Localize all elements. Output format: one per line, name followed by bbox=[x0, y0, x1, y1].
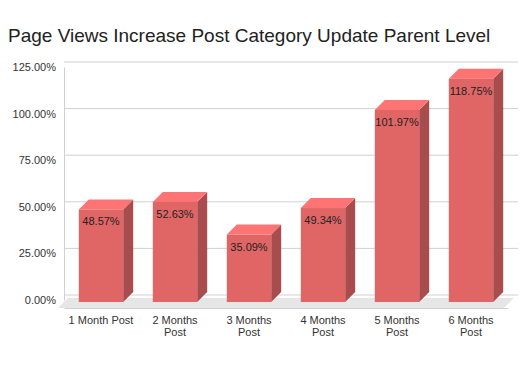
x-tick-label: 4 MonthsPost bbox=[300, 314, 346, 339]
bar bbox=[449, 79, 493, 302]
data-labels: 48.57% 52.63% 35.09% 49.34% 101.97% 118.75% bbox=[82, 85, 492, 253]
data-label: 101.97% bbox=[375, 116, 419, 128]
bar-top bbox=[375, 100, 429, 110]
bar-group bbox=[301, 198, 355, 302]
x-tick: 3 MonthsPost bbox=[226, 308, 272, 338]
y-tick: 0.00% bbox=[25, 294, 64, 306]
x-tick: 1 Month Post bbox=[69, 308, 134, 326]
bar-side bbox=[419, 100, 429, 302]
bar-group bbox=[449, 69, 503, 302]
y-tick-label: 100.00% bbox=[13, 108, 57, 120]
bar-group bbox=[79, 199, 133, 302]
y-tick-label: 125.00% bbox=[13, 61, 57, 73]
floor bbox=[58, 298, 514, 308]
x-tick: 5 MonthsPost bbox=[374, 308, 420, 338]
bar-side bbox=[271, 225, 281, 302]
data-label: 118.75% bbox=[450, 85, 493, 97]
bar-side bbox=[123, 199, 133, 302]
bar-side bbox=[197, 192, 207, 302]
bar bbox=[375, 110, 419, 302]
bars bbox=[79, 69, 503, 302]
y-tick: 50.00% bbox=[19, 201, 64, 213]
y-tick: 125.00% bbox=[13, 61, 64, 73]
data-label: 35.09% bbox=[230, 241, 268, 253]
y-tick-label: 25.00% bbox=[19, 247, 57, 259]
x-tick-label: 1 Month Post bbox=[69, 314, 134, 326]
x-axis-line bbox=[65, 308, 509, 309]
y-tick: 75.00% bbox=[19, 154, 64, 166]
y-tick-label: 0.00% bbox=[25, 294, 56, 306]
x-tick-label: 3 MonthsPost bbox=[226, 314, 272, 339]
x-tick: 4 MonthsPost bbox=[300, 308, 346, 338]
bar-side bbox=[493, 69, 503, 302]
bar-group bbox=[153, 192, 207, 302]
grid-line bbox=[64, 62, 518, 63]
x-tick-label: 5 MonthsPost bbox=[374, 314, 420, 339]
bar-top bbox=[227, 225, 281, 235]
data-label: 49.34% bbox=[304, 214, 342, 226]
bar-top bbox=[79, 199, 133, 209]
x-tick-label: 2 MonthsPost bbox=[152, 314, 198, 339]
bar bbox=[79, 209, 123, 302]
bar bbox=[301, 208, 345, 302]
bar-top bbox=[301, 198, 355, 208]
y-axis: 0.00% 25.00% 50.00% 75.00% 100.00% 125.00% bbox=[13, 61, 65, 306]
y-axis-line bbox=[64, 68, 65, 301]
bar-group bbox=[227, 225, 281, 302]
y-tick-label: 50.00% bbox=[19, 201, 57, 213]
data-label: 52.63% bbox=[156, 208, 194, 220]
x-tick: 6 MonthsPost bbox=[448, 308, 494, 338]
y-tick-label: 75.00% bbox=[19, 154, 57, 166]
bar-top bbox=[449, 69, 503, 79]
data-label: 48.57% bbox=[82, 215, 120, 227]
bar bbox=[227, 235, 271, 302]
bar-group bbox=[375, 100, 429, 302]
title: Page Views Increase Post Category Update… bbox=[8, 25, 490, 46]
x-tick: 2 MonthsPost bbox=[152, 308, 198, 338]
chart: Page Views Increase Post Category Update… bbox=[0, 0, 523, 366]
bar-top bbox=[153, 192, 207, 202]
y-tick: 100.00% bbox=[13, 108, 64, 120]
y-tick: 25.00% bbox=[19, 247, 64, 259]
x-axis: 1 Month Post 2 MonthsPost 3 MonthsPost 4 Mo… bbox=[65, 308, 509, 338]
x-tick-label: 6 MonthsPost bbox=[448, 314, 494, 339]
bar-side bbox=[345, 198, 355, 302]
bar bbox=[153, 202, 197, 302]
